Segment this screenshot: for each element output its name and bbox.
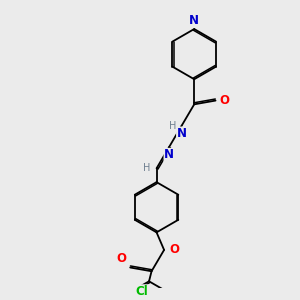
Text: N: N (189, 14, 199, 27)
Text: O: O (117, 252, 127, 265)
Text: H: H (143, 163, 150, 173)
Text: N: N (177, 127, 187, 140)
Text: Cl: Cl (136, 285, 148, 298)
Text: N: N (164, 148, 174, 161)
Text: H: H (169, 121, 176, 131)
Text: O: O (169, 243, 179, 256)
Text: O: O (219, 94, 229, 107)
